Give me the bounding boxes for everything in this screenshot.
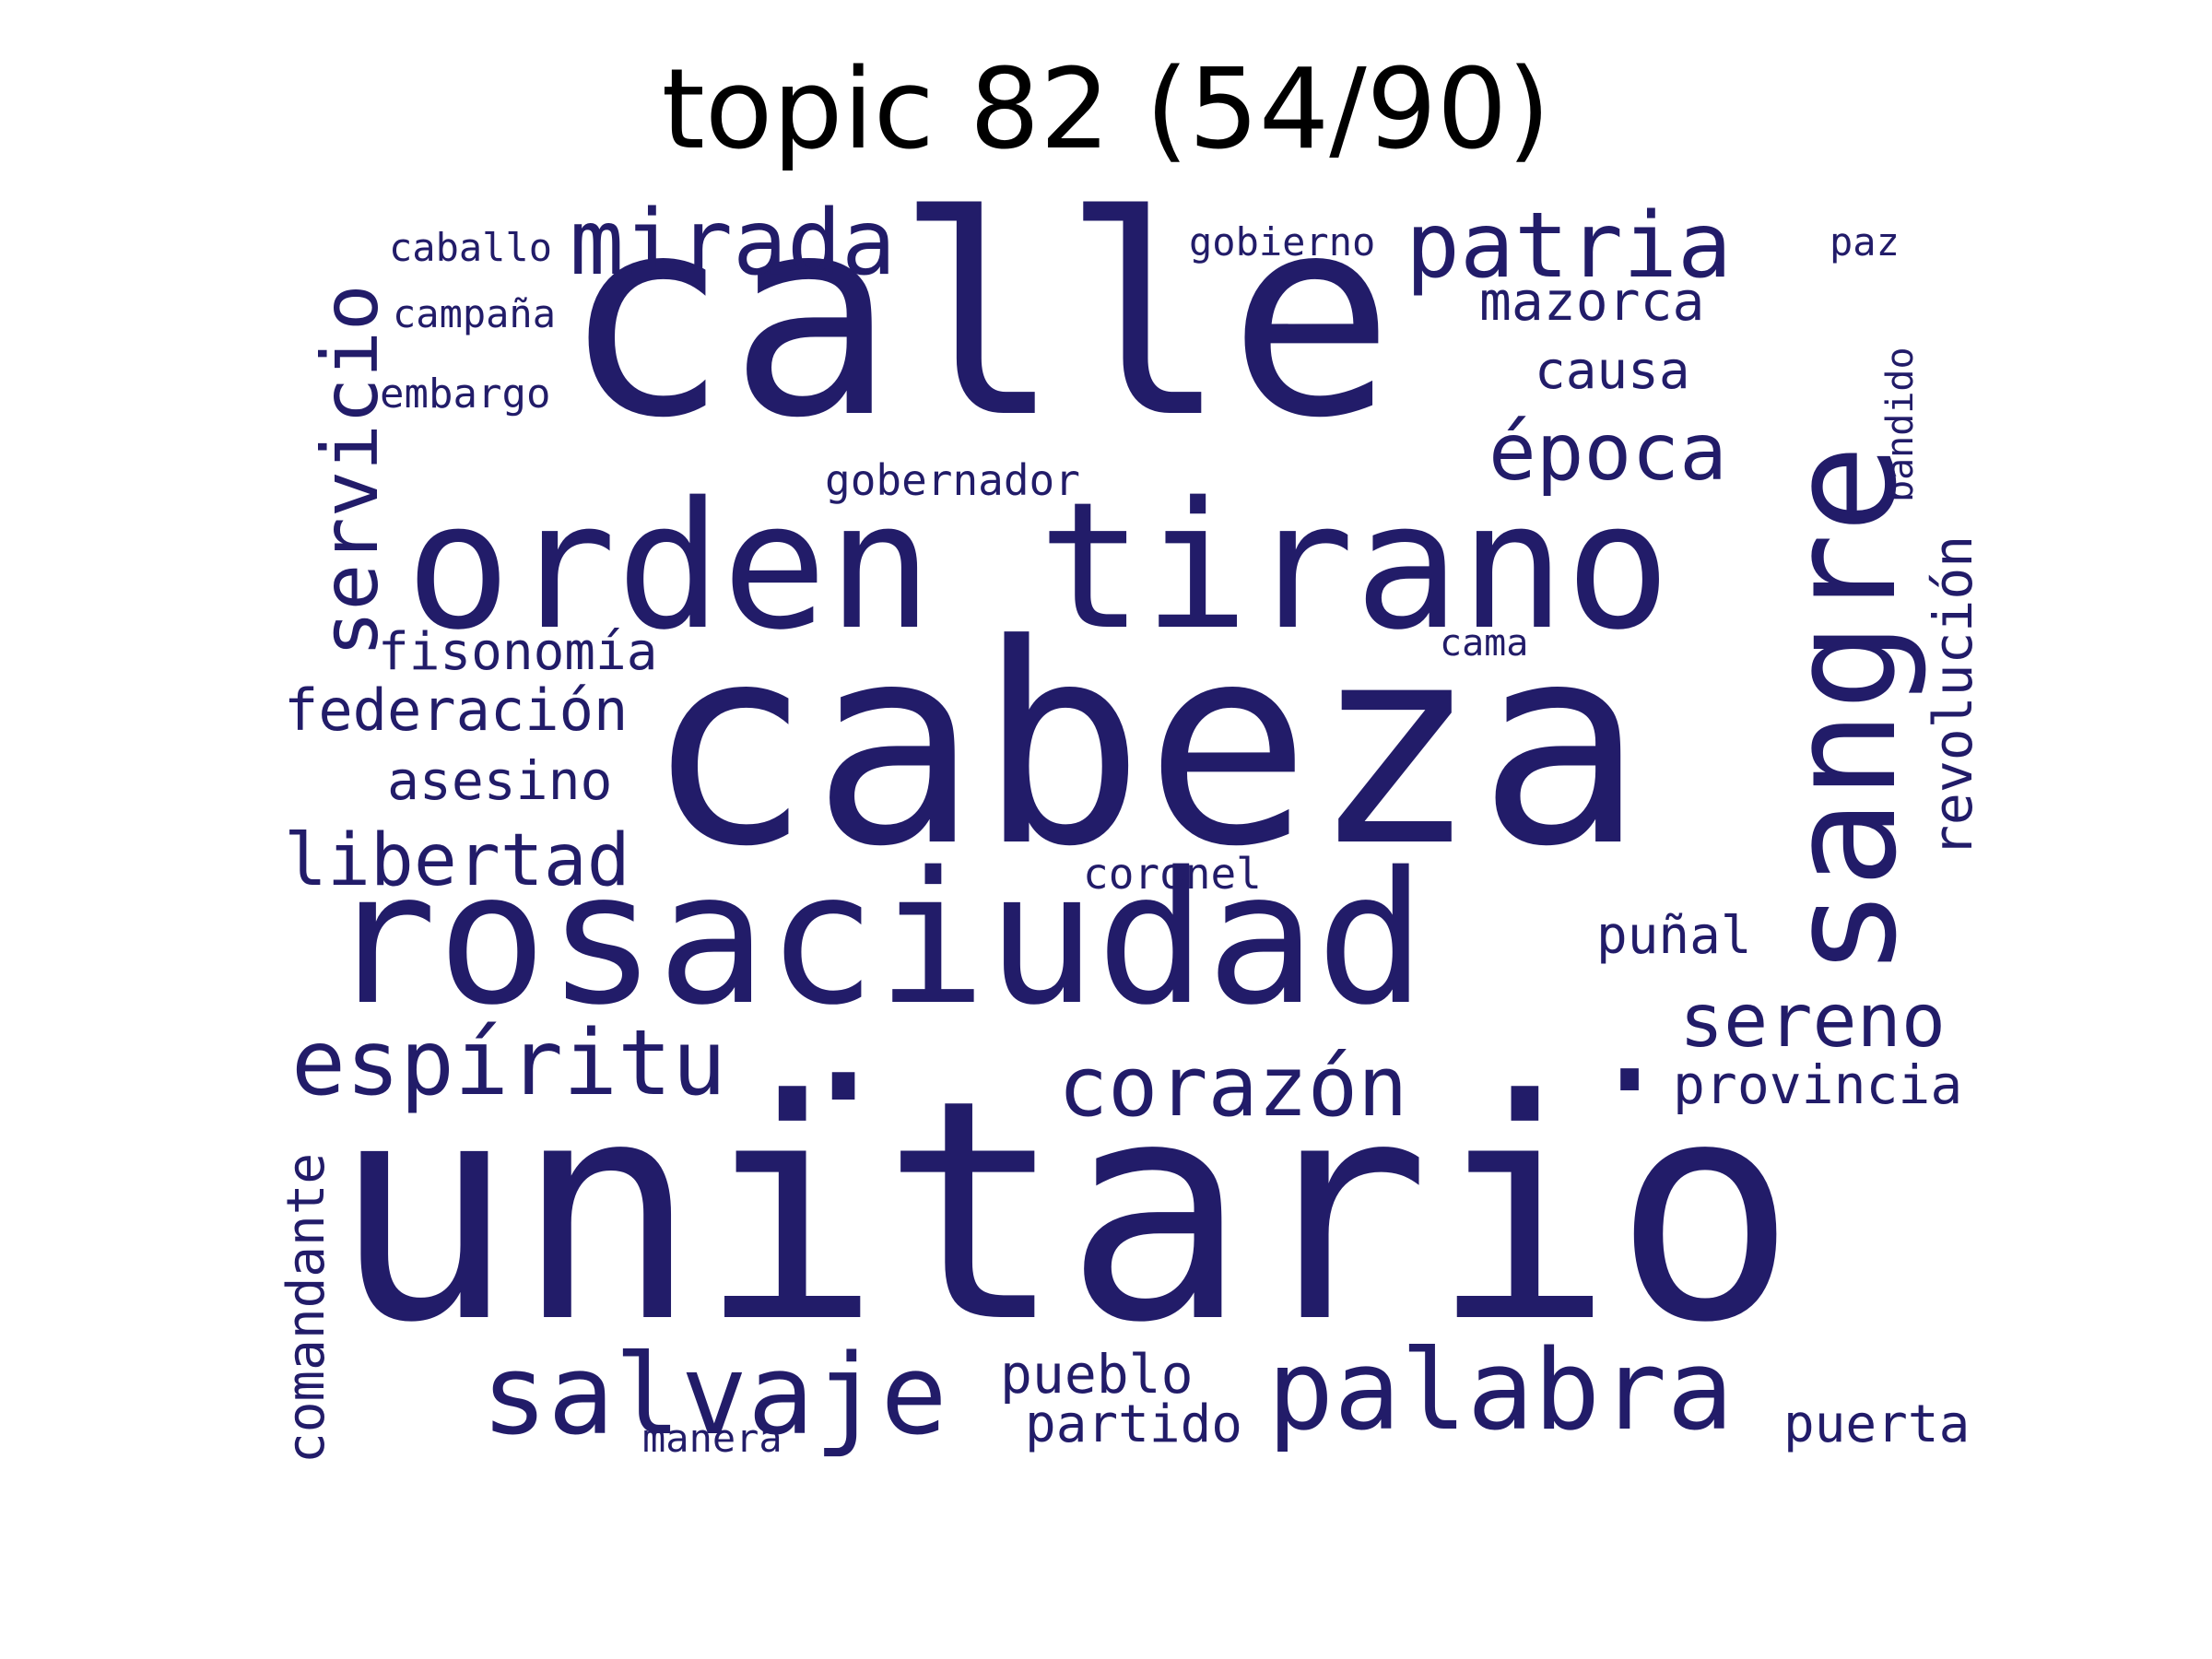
word-cama: cama — [1440, 622, 1529, 665]
word-rosaciudad: rosaciudad — [327, 832, 1427, 1045]
word-dot-1: . — [788, 929, 900, 1144]
word-puerta: puerta — [1783, 1394, 1971, 1454]
word-fisonomia: fisonomía — [378, 622, 658, 682]
word-bandido: bandido — [1879, 347, 1922, 502]
word-palabra: palabra — [1267, 1327, 1734, 1455]
word-cabeza: cabeza — [645, 585, 1644, 907]
word-caballo: caballo — [389, 225, 553, 270]
word-asesino: asesino — [387, 749, 613, 812]
word-embargo: embargo — [380, 371, 551, 418]
word-dot-2: . — [1585, 953, 1675, 1125]
word-punal: puñal — [1596, 906, 1752, 966]
word-corazon: corazón — [1058, 1039, 1408, 1135]
word-sangre: sangre — [1757, 444, 1929, 977]
word-revolucion: revolución — [1922, 535, 1984, 857]
word-sereno: sereno — [1679, 978, 1946, 1064]
word-causa: causa — [1535, 341, 1690, 401]
word-unitario: unitario — [332, 1035, 1797, 1389]
word-federacion: federación — [284, 677, 629, 744]
word-mirada: mirada — [570, 191, 897, 296]
word-espiritu: espíritu — [291, 1011, 727, 1116]
word-manera: manera — [642, 1416, 782, 1461]
word-libertad: libertad — [284, 819, 630, 902]
word-partido: partido — [1025, 1394, 1243, 1454]
word-pueblo: pueblo — [1000, 1343, 1194, 1406]
word-comandante: comandante — [276, 1152, 336, 1464]
word-epoca: época — [1488, 406, 1727, 499]
word-paz: paz — [1830, 219, 1900, 265]
word-coronel: coronel — [1083, 849, 1262, 899]
word-campana: campaña — [393, 291, 557, 336]
word-calle: calle — [562, 157, 1395, 478]
word-provincia: provincia — [1673, 1053, 1963, 1116]
word-gobierno: gobierno — [1189, 219, 1376, 265]
word-orden-tirano: orden tirano — [406, 465, 1671, 668]
word-salvaje: salvaje — [481, 1332, 947, 1460]
word-gobernador: gobernador — [825, 455, 1080, 505]
word-servicio: servicio — [305, 284, 395, 657]
chart-title: topic 82 (54/90) — [661, 46, 1551, 174]
word-mazorca: mazorca — [1479, 270, 1705, 333]
word-patria: patria — [1406, 194, 1733, 299]
